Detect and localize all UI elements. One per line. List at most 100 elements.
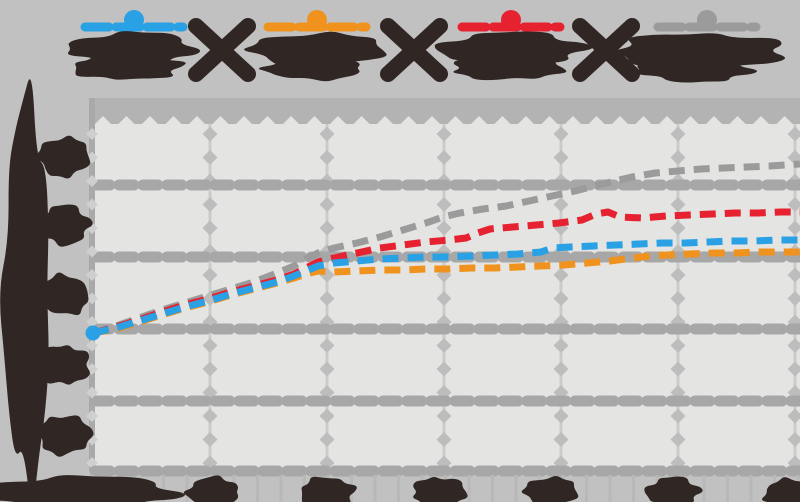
- obscured-text-legend-label-orange-row2: [258, 54, 360, 82]
- vertical-gridline-dash: [319, 197, 335, 212]
- obscured-text-legend-label-red-row1: [434, 31, 593, 68]
- left-spine-dash: [86, 386, 98, 399]
- obscured-text-legend-label-red-row2: [453, 56, 567, 81]
- vertical-gridline-dash: [670, 267, 686, 283]
- vertical-gridline-dash: [553, 291, 569, 306]
- top-band-notch: [259, 116, 276, 132]
- vertical-gridline-dash: [553, 408, 569, 424]
- left-spine-dash: [86, 339, 98, 352]
- vertical-gridline-dash: [787, 408, 800, 424]
- legend-separator-glyph: [188, 18, 256, 82]
- top-band-notch: [494, 116, 511, 132]
- plot-top-band: [91, 98, 800, 124]
- vertical-gridline-dash: [436, 338, 452, 353]
- top-band-notch: [330, 116, 346, 132]
- vertical-gridline-dash: [787, 267, 800, 283]
- obscured-text-legend-label-gray-row1: [615, 33, 786, 69]
- vertical-gridline-dash: [319, 361, 335, 377]
- vertical-gridline-dash: [202, 338, 218, 353]
- left-spine-dash: [86, 269, 98, 281]
- vertical-gridline-dash: [553, 126, 569, 142]
- vertical-gridline-dash: [436, 291, 452, 306]
- vertical-gridline-dash: [436, 126, 452, 142]
- vertical-gridline-dash: [670, 291, 686, 306]
- top-band-notch: [659, 116, 675, 132]
- vertical-gridline-dash: [202, 150, 218, 165]
- vertical-gridline-dash: [319, 338, 335, 353]
- vertical-gridline-dash: [202, 220, 218, 236]
- legend-sample-marker-red: [501, 10, 521, 30]
- obscured-text-legend-label-blue-row2: [75, 53, 186, 80]
- vertical-gridline-dash: [670, 220, 686, 236]
- vertical-gridline-dash: [319, 432, 335, 447]
- obscured-text-y-axis-title: [0, 79, 49, 502]
- vertical-gridline-dash: [436, 361, 452, 377]
- top-band-notch: [588, 116, 605, 132]
- top-band-notch: [283, 116, 299, 132]
- vertical-gridline-dash: [670, 150, 686, 165]
- legend-separator-glyph: [380, 18, 448, 82]
- top-band-notch: [189, 116, 205, 132]
- legend-sample-marker-blue: [124, 10, 144, 30]
- legend-sample-marker-gray: [697, 10, 717, 30]
- top-band-notch: [447, 116, 464, 132]
- vertical-gridline-dash: [319, 220, 335, 236]
- top-band-notch: [682, 116, 699, 132]
- vertical-gridline-dash: [436, 408, 452, 424]
- vertical-gridline-dash: [202, 267, 218, 283]
- vertical-gridline-dash: [787, 291, 800, 306]
- top-band-notch: [635, 116, 652, 132]
- top-band-notch: [212, 116, 229, 132]
- top-band-notch: [306, 116, 323, 132]
- vertical-gridline-dash: [553, 361, 569, 377]
- obscured-text-y-tick-label-3: [35, 272, 89, 316]
- obscured-text-x-tick-label-6: [762, 477, 800, 502]
- top-band-notch: [565, 116, 581, 132]
- obscured-text-legend-label-gray-row2: [637, 57, 758, 83]
- left-spine-dash: [86, 292, 98, 305]
- top-band-notch: [776, 116, 793, 132]
- left-spine-dash: [86, 245, 98, 258]
- top-band-notch: [541, 116, 558, 132]
- legend-separator-glyph: [572, 18, 640, 82]
- obscured-text-x-tick-label-3: [413, 477, 468, 502]
- obscured-text-legend-label-orange-row1: [244, 31, 387, 69]
- series-blue-line: [92, 236, 800, 337]
- top-band-notch: [165, 116, 182, 132]
- left-spine-dash: [86, 175, 98, 187]
- obscured-text-y-tick-label-5: [36, 415, 94, 457]
- vertical-gridline-dash: [553, 267, 569, 283]
- left-spine-dash: [86, 198, 98, 211]
- vertical-gridline-dash: [670, 361, 686, 377]
- top-band-notch: [118, 116, 135, 132]
- vertical-gridline-dash: [202, 126, 218, 142]
- top-band-notch: [729, 116, 746, 132]
- top-band-notch: [95, 116, 111, 132]
- vertical-gridline-dash: [787, 220, 800, 236]
- vertical-gridline-dash: [436, 432, 452, 447]
- obscured-text-x-tick-label-1: [183, 475, 239, 502]
- top-band-notch: [353, 116, 370, 132]
- vertical-gridline-dash: [787, 197, 800, 212]
- vertical-gridline-dash: [670, 338, 686, 353]
- vertical-gridline-dash: [319, 291, 335, 306]
- top-band-notch: [518, 116, 534, 132]
- vertical-gridline-dash: [553, 197, 569, 212]
- vertical-gridline-dash: [553, 432, 569, 447]
- vertical-gridline-dash: [319, 150, 335, 165]
- vertical-gridline-dash: [436, 150, 452, 165]
- series-start-marker: [85, 325, 101, 341]
- obscured-text-y-tick-label-2: [36, 204, 93, 247]
- obscured-text-y-tick-label-4: [38, 345, 90, 385]
- top-band-notch: [753, 116, 769, 132]
- vertical-gridline-dash: [202, 408, 218, 424]
- left-spine-dash: [86, 128, 98, 140]
- obscured-text-x-tick-label-5: [644, 476, 703, 502]
- top-band-notch: [706, 116, 722, 132]
- top-band-notch: [236, 116, 252, 132]
- vertical-gridline-dash: [553, 338, 569, 353]
- obscured-text-x-tick-label-2: [301, 476, 357, 502]
- vertical-gridline-dash: [787, 361, 800, 377]
